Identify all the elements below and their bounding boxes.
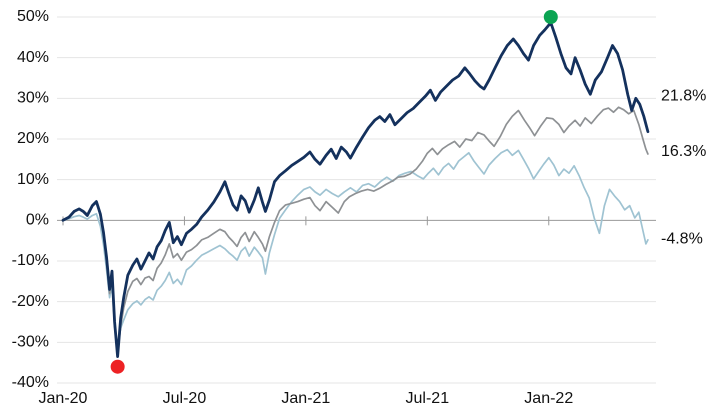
x-tick-label: Jan-20 — [39, 390, 88, 407]
y-tick-label: -40% — [12, 374, 49, 391]
y-tick-label: 0% — [26, 212, 49, 229]
navy-line — [61, 21, 650, 359]
gray-line-end-value-label: 16.3% — [661, 143, 706, 160]
y-tick-label: -30% — [12, 334, 49, 351]
y-tick-label: 50% — [17, 8, 49, 25]
trough-marker — [110, 359, 125, 374]
y-tick-label: 30% — [17, 90, 49, 107]
y-tick-label: 40% — [17, 49, 49, 66]
x-tick-label: Jul-20 — [163, 390, 207, 407]
y-tick-label: -10% — [12, 252, 49, 269]
y-tick-label: -20% — [12, 293, 49, 310]
x-tick-label: Jan-22 — [524, 390, 573, 407]
x-tick-label: Jul-21 — [406, 390, 450, 407]
peak-marker — [543, 10, 558, 24]
navy-line-end-value-label: 21.8% — [661, 88, 706, 105]
light-blue-line-end-value-label: -4.8% — [661, 231, 703, 248]
x-tick-label: Jan-21 — [281, 390, 330, 407]
y-tick-label: 20% — [17, 130, 49, 147]
light-blue-line — [62, 148, 649, 350]
gray-line — [62, 106, 649, 356]
y-tick-label: 10% — [17, 171, 49, 188]
